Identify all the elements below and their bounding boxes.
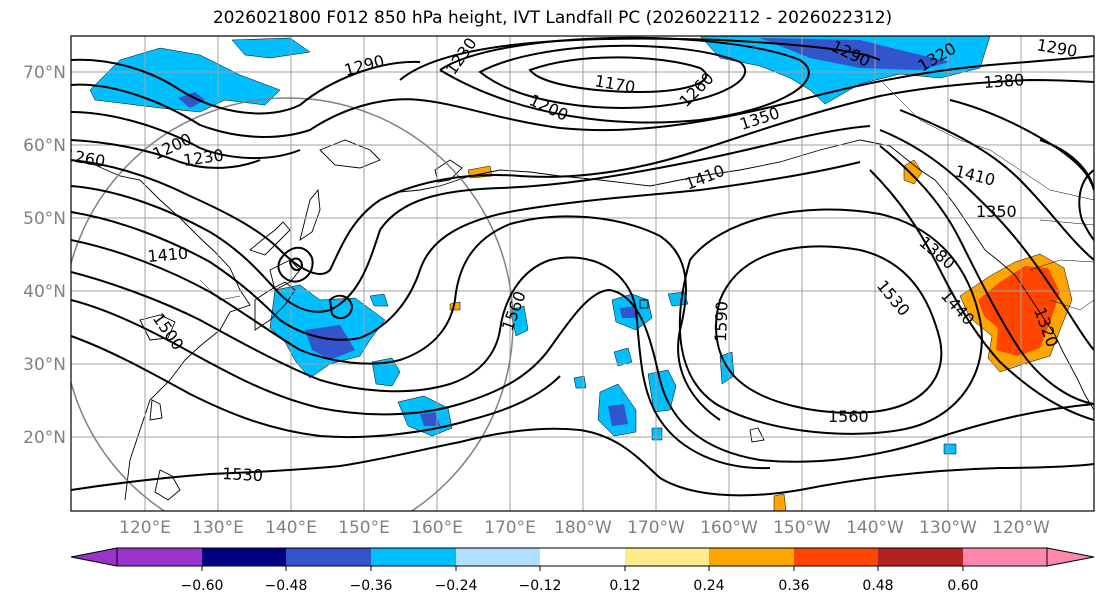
lon-label: 120°W — [992, 518, 1050, 538]
colorbar-tick-label: 0.24 — [693, 578, 724, 594]
contour-label: 1560 — [828, 407, 869, 426]
colorbar-ticks — [201, 566, 964, 571]
lon-label: 160°W — [700, 518, 758, 538]
map-title: 2026021800 F012 850 hPa height, IVT Land… — [212, 8, 893, 28]
colorbar-tick-label: −0.12 — [519, 578, 562, 594]
colorbar: −0.60 −0.48 −0.36 −0.24 −0.12 0.12 0.24 … — [70, 547, 1095, 594]
colorbar-segment — [371, 548, 456, 566]
lat-label: 60°N — [23, 136, 66, 156]
colorbar-segment — [117, 548, 202, 566]
lon-label: 140°W — [846, 518, 904, 538]
contour-label: 1410 — [147, 244, 189, 266]
colorbar-tick-label: 0.12 — [609, 578, 640, 594]
lon-label: 130°W — [919, 518, 977, 538]
lat-label: 50°N — [23, 209, 66, 229]
colorbar-max-extension — [1046, 547, 1095, 567]
colorbar-tick-label: 0.36 — [778, 578, 809, 594]
lat-label: 30°N — [23, 355, 66, 375]
lon-label: 120°E — [119, 518, 171, 538]
map-frame — [70, 35, 1095, 512]
lon-label: 150°W — [773, 518, 831, 538]
colorbar-tick-label: −0.60 — [181, 578, 224, 594]
colorbar-segment — [963, 548, 1047, 566]
colorbar-segment — [794, 548, 878, 566]
gridlines — [71, 36, 1094, 511]
colorbar-segment — [286, 548, 371, 566]
colorbar-segment — [625, 548, 709, 566]
height-contours — [71, 36, 1094, 497]
colorbar-segment — [709, 548, 794, 566]
reference-circle — [71, 97, 514, 511]
latitude-labels: 70°N 60°N 50°N 40°N 30°N 20°N — [23, 63, 66, 448]
coastlines — [71, 139, 1094, 501]
colorbar-tick-label: 0.60 — [947, 578, 978, 594]
colorbar-tick-label: −0.24 — [435, 578, 478, 594]
lat-label: 20°N — [23, 428, 66, 448]
lon-label: 180°W — [554, 518, 612, 538]
colorbar-outline — [116, 547, 1048, 567]
contour-label: 1350 — [976, 202, 1017, 221]
lat-label: 70°N — [23, 63, 66, 83]
colorbar-segment — [202, 548, 286, 566]
colorbar-tick-label: −0.48 — [265, 578, 308, 594]
colorbar-tick-label: −0.36 — [350, 578, 393, 594]
lat-label: 40°N — [23, 282, 66, 302]
lon-label: 170°W — [627, 518, 685, 538]
lon-label: 170°E — [484, 518, 536, 538]
lon-label: 150°E — [338, 518, 390, 538]
colorbar-segment — [456, 548, 540, 566]
lon-label: 160°E — [411, 518, 463, 538]
ivt-positive-shading — [449, 159, 1073, 511]
contour-label: 1380 — [983, 70, 1025, 92]
colorbar-tick-label: 0.48 — [862, 578, 893, 594]
colorbar-segment — [878, 548, 963, 566]
lon-label: 130°E — [192, 518, 244, 538]
map-area: 1170 1200 1200 1230 1230 1260 1260 1290 … — [71, 36, 1094, 511]
contour-label: 1530 — [222, 464, 264, 485]
colorbar-min-extension — [70, 547, 118, 567]
lon-label: 140°E — [265, 518, 317, 538]
longitude-labels: 120°E 130°E 140°E 150°E 160°E 170°E 180°… — [119, 518, 1050, 538]
country-borders — [199, 79, 1094, 311]
colorbar-segment — [540, 548, 625, 566]
contour-label: 1590 — [711, 301, 731, 342]
